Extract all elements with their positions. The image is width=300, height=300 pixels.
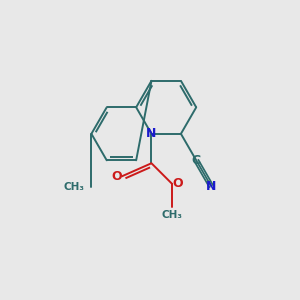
Text: O: O bbox=[172, 177, 183, 190]
Text: N: N bbox=[146, 127, 157, 140]
Text: O: O bbox=[112, 170, 122, 183]
Text: C: C bbox=[192, 154, 201, 167]
Text: CH₃: CH₃ bbox=[63, 182, 84, 192]
Text: N: N bbox=[206, 180, 217, 193]
Text: CH₃: CH₃ bbox=[162, 210, 183, 220]
